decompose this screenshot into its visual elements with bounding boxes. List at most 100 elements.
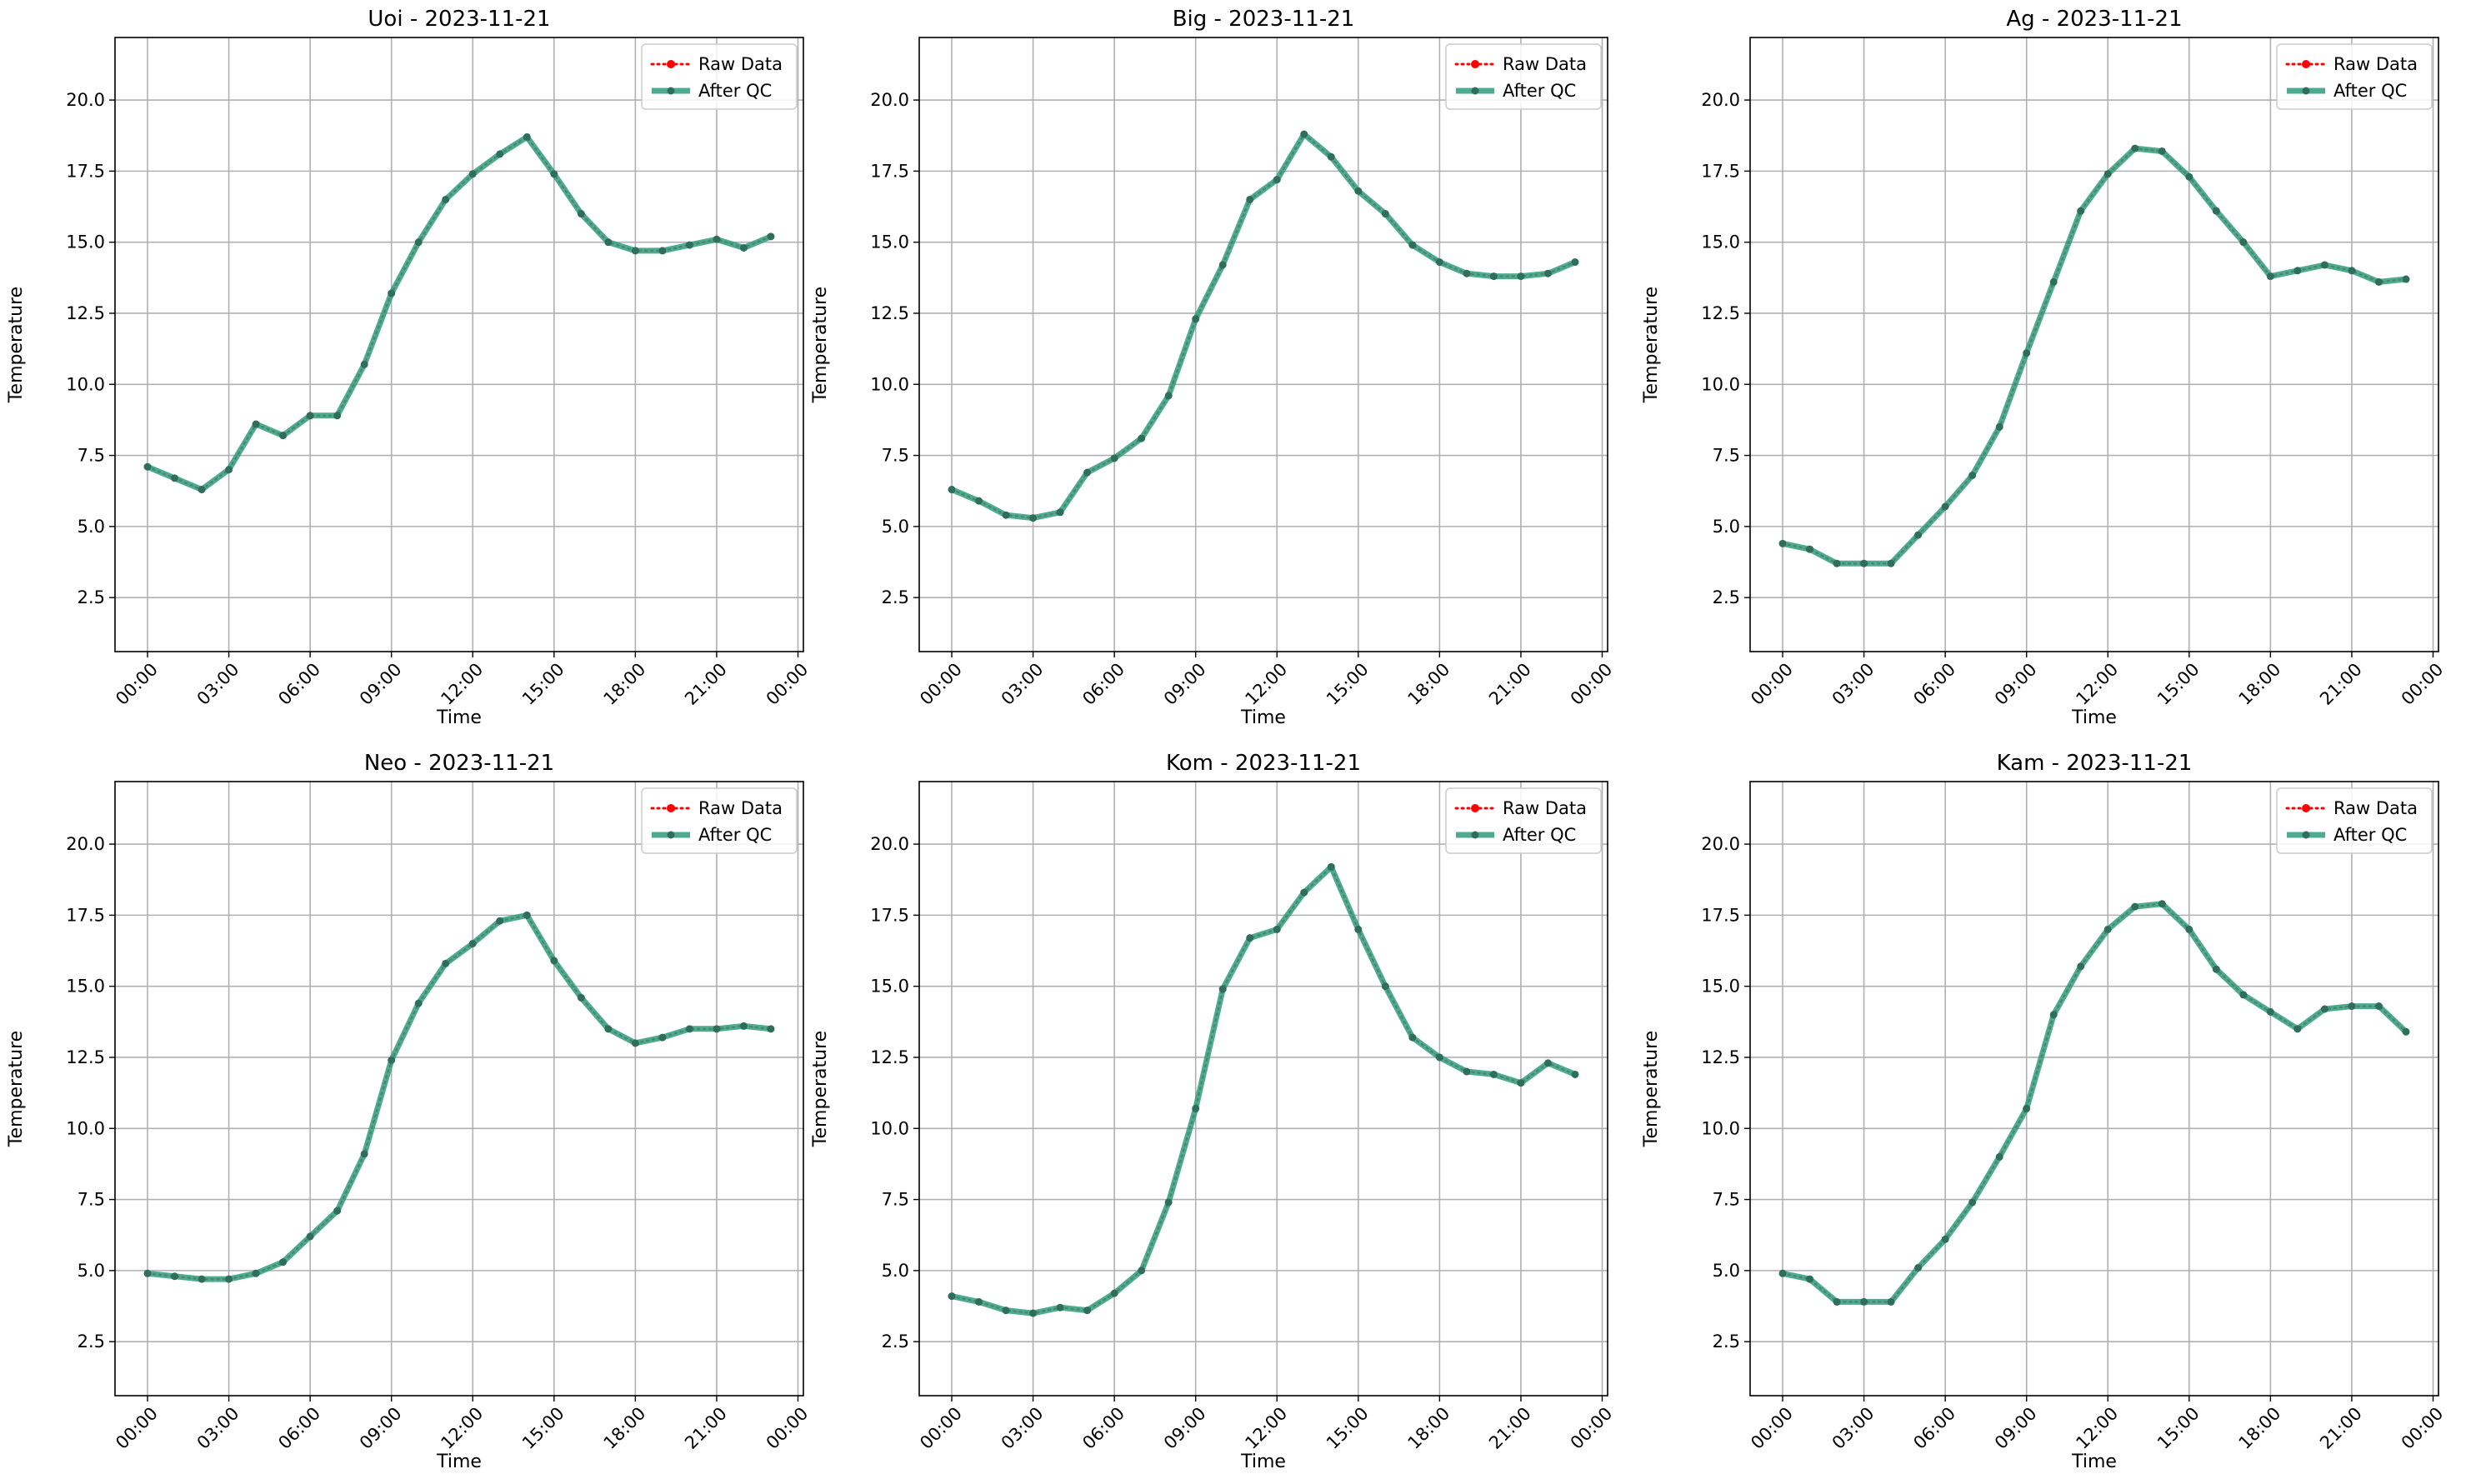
after-qc-point (2049, 277, 2058, 286)
x-tick-label: 15:00 (2153, 1403, 2203, 1453)
y-tick-label: 20.0 (66, 90, 105, 110)
after-qc-point (1968, 1198, 1977, 1207)
after-qc-point (1218, 261, 1227, 269)
after-qc-point (279, 432, 288, 440)
after-qc-point (2374, 1002, 2383, 1011)
chart-panel-0: 00:00 03:00 06:00 09:00 12:00 15:00 18:00 21:00… (6, 7, 812, 728)
raw-data-line (146, 913, 773, 1281)
after-qc-line (1782, 901, 2408, 1305)
after-qc-point (143, 462, 152, 471)
x-tick-label: 12:00 (437, 659, 487, 709)
y-axis-label: Temperature (1641, 287, 1662, 403)
after-qc-point (767, 1025, 775, 1033)
x-tick-label: 21:00 (681, 1403, 731, 1453)
after-qc-point (414, 999, 423, 1007)
x-tick-label: 21:00 (2316, 659, 2366, 709)
after-qc-point (1968, 471, 1977, 479)
y-tick-label: 20.0 (66, 834, 105, 854)
legend: Raw Data After QC (2276, 43, 2433, 110)
after-qc-point (2212, 207, 2220, 215)
axes-frame (1749, 781, 2439, 1397)
after-qc-point (1110, 454, 1118, 462)
y-tick-label: 5.0 (1713, 517, 1740, 537)
y-tick-label: 20.0 (1701, 834, 1740, 854)
y-tick-label: 7.5 (1713, 1190, 1740, 1210)
y-tick-label: 12.5 (66, 1047, 105, 1067)
after-qc-point (2023, 1104, 2031, 1112)
legend-qc-marker (2302, 87, 2310, 95)
legend-raw-marker (2302, 804, 2310, 812)
after-qc-point (279, 1258, 288, 1267)
y-tick-label: 7.5 (882, 1190, 909, 1210)
y-tick-label: 17.5 (1701, 161, 1740, 181)
after-qc-point (1138, 434, 1146, 442)
after-qc-point (2239, 238, 2248, 247)
after-qc-point (1463, 269, 1471, 277)
after-qc-point (2320, 261, 2328, 269)
y-tick-label: 17.5 (66, 161, 105, 181)
after-qc-point (2103, 170, 2112, 178)
after-qc-point (333, 412, 342, 420)
after-qc-point (577, 210, 585, 218)
after-qc-point (1571, 1070, 1579, 1078)
y-tick-label: 12.5 (1701, 303, 1740, 323)
after-qc-point (2402, 275, 2410, 283)
after-qc-point (1083, 1307, 1092, 1315)
x-tick-label: 15:00 (1323, 1403, 1373, 1453)
after-qc-line (1782, 145, 2407, 567)
after-qc-point (1110, 1289, 1118, 1297)
y-tick-label: 20.0 (870, 834, 909, 854)
y-tick-label: 10.0 (1701, 374, 1740, 394)
grid-lines (1750, 37, 2438, 652)
after-qc-point (442, 959, 450, 967)
chart-title: Big - 2023-11-21 (1173, 7, 1355, 32)
x-tick-label: 00:00 (1567, 659, 1617, 709)
axes-frame (918, 781, 1608, 1397)
after-qc-point (143, 1269, 152, 1277)
axes-frame (114, 37, 804, 652)
legend-raw-label: Raw Data (2333, 798, 2418, 818)
legend-qc-label: After QC (2333, 825, 2407, 845)
after-qc-point (948, 486, 956, 494)
y-tick-label: 15.0 (66, 977, 105, 997)
after-qc-point (2348, 267, 2356, 275)
after-qc-point (550, 170, 558, 178)
after-qc-point (1517, 1079, 1525, 1087)
x-tick-label: 03:00 (998, 659, 1048, 709)
x-tick-label: 15:00 (1323, 659, 1373, 709)
after-qc-point (1543, 269, 1552, 277)
y-tick-label: 2.5 (1713, 587, 1740, 607)
y-tick-label: 12.5 (870, 1047, 909, 1067)
x-tick-label: 12:00 (2072, 659, 2122, 709)
after-qc-point (1941, 502, 1949, 511)
y-tick-label: 7.5 (1713, 446, 1740, 466)
after-qc-point (2049, 1011, 2058, 1019)
chart-panel-1: 00:00 03:00 06:00 09:00 12:00 15:00 18:00 21:00… (810, 7, 1616, 728)
after-qc-line (951, 863, 1577, 1317)
after-qc-point (523, 911, 531, 919)
x-tick-label: 09:00 (356, 1403, 406, 1453)
after-qc-point (1995, 422, 2003, 431)
after-qc-point (306, 412, 314, 420)
y-tick-label: 10.0 (870, 374, 909, 394)
x-tick-label: 21:00 (1485, 659, 1535, 709)
x-axis-label: Time (1240, 707, 1286, 728)
after-qc-point (1381, 210, 1389, 218)
after-qc-point (1192, 315, 1200, 323)
y-axis-label: Temperature (1641, 1031, 1662, 1147)
x-tick-label: 00:00 (112, 1403, 162, 1453)
x-tick-label: 18:00 (2235, 659, 2285, 709)
after-qc-point (1056, 508, 1064, 517)
after-qc-point (2266, 1007, 2274, 1016)
after-qc-point (198, 486, 206, 494)
legend: Raw Data After QC (641, 787, 798, 854)
legend-qc-marker (2302, 831, 2310, 839)
legend-raw-marker (667, 60, 675, 68)
after-qc-point (2023, 349, 2031, 357)
x-tick-label: 00:00 (1747, 1403, 1797, 1453)
grid-lines (115, 782, 803, 1396)
y-tick-label: 10.0 (66, 1118, 105, 1138)
after-qc-point (1408, 1033, 1417, 1042)
x-tick-label: 18:00 (2235, 1403, 2285, 1453)
